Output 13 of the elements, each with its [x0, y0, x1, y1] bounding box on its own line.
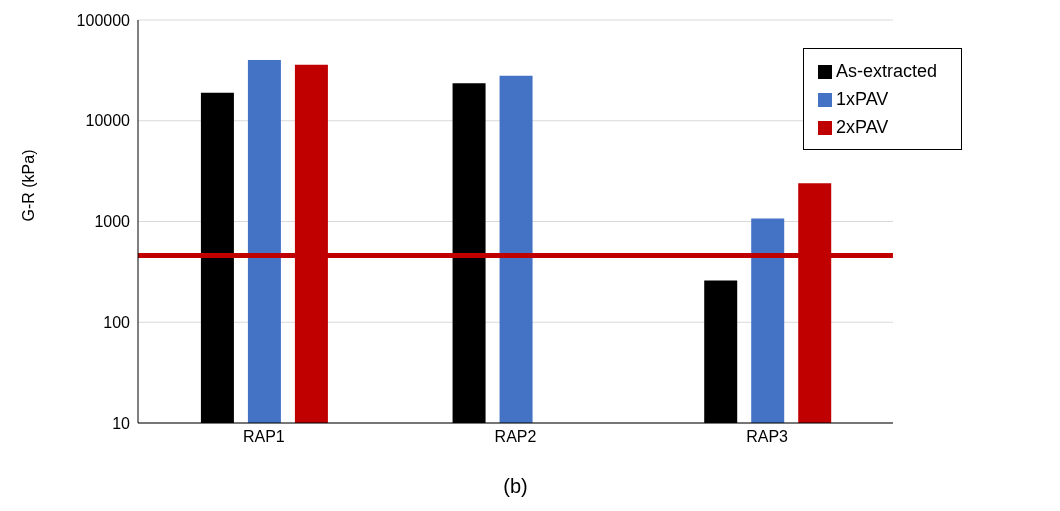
legend-label: As-extracted	[835, 61, 937, 81]
legend-label: 2xPAV	[835, 117, 889, 137]
x-tick-label: RAP1	[242, 428, 285, 446]
y-axis-title: G-R (kPa)	[19, 149, 37, 222]
x-axis-title: (b)	[503, 475, 528, 497]
legend-label: 1xPAV	[835, 89, 889, 109]
y-tick-label: 10000	[85, 112, 131, 130]
y-tick-label: 10	[112, 414, 131, 432]
y-tick-label: 100	[103, 313, 131, 331]
y-tick-label: 100000	[76, 11, 131, 29]
y-tick-label: 1000	[94, 213, 131, 231]
x-tick-label: RAP2	[494, 428, 537, 446]
x-tick-label: RAP3	[746, 428, 789, 446]
